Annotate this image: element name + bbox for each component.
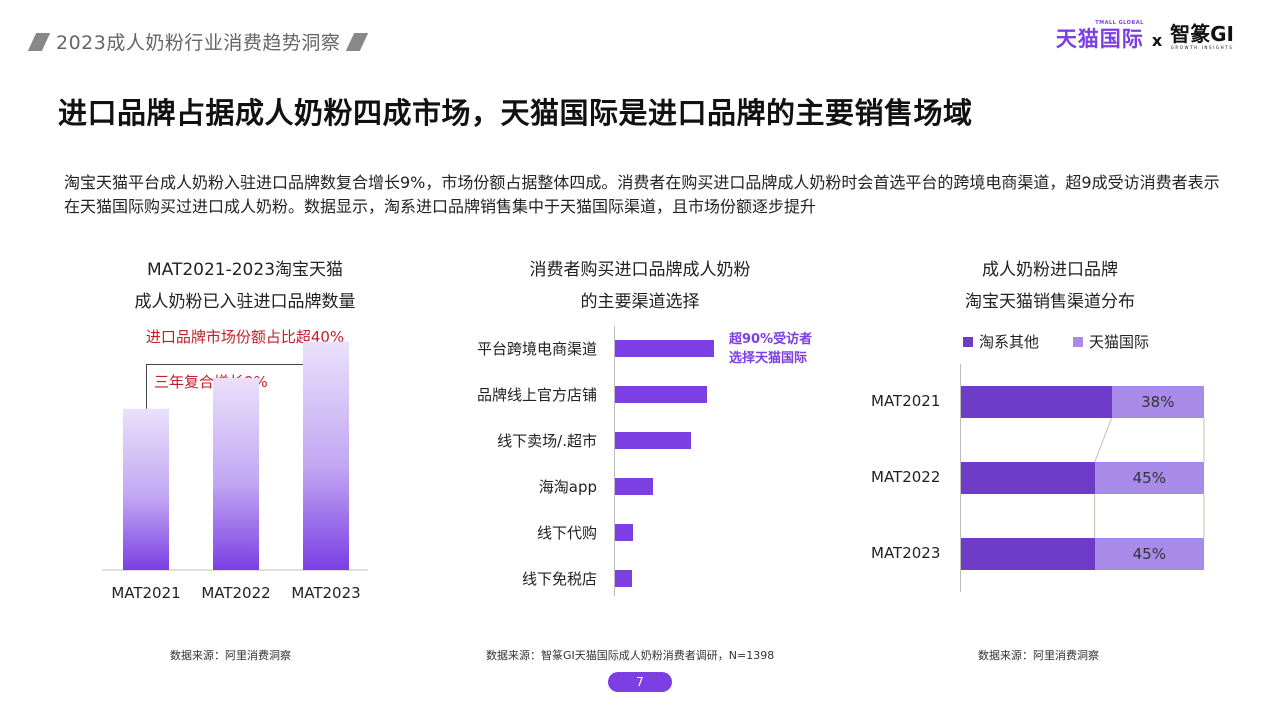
chart1-bar: [213, 378, 259, 570]
chart1-bar: [123, 408, 169, 570]
chart1-note: 进口品牌市场份额占比超40%: [145, 328, 345, 346]
chart2-bar: [615, 432, 692, 449]
chart2-category-label: 线下免税店: [521, 570, 597, 588]
chart3-title-line2: 淘宝天猫销售渠道分布: [965, 292, 1135, 312]
chart2-axis: [614, 326, 615, 596]
chart3-segment-label: 45%: [1132, 469, 1166, 487]
summary-text: 淘宝天猫平台成人奶粉入驻进口品牌数复合增长9%，市场份额占据整体四成。消费者在购…: [64, 173, 1220, 216]
chart2-category-label: 线下卖场/.超市: [497, 432, 597, 450]
section-header: 2023成人奶粉行业消费趋势洞察: [27, 28, 369, 55]
report-title: 2023成人奶粉行业消费趋势洞察: [56, 32, 341, 54]
chart1-title-line2: 成人奶粉已入驻进口品牌数量: [134, 292, 356, 312]
legend-item-tmall-global: 天猫国际: [1073, 331, 1149, 352]
chart2-category-label: 平台跨境电商渠道: [476, 340, 597, 358]
chart3-source: 数据来源：阿里消费洞察: [978, 649, 1099, 662]
chart2-bar: [615, 386, 708, 403]
chart2-bar: [615, 340, 714, 357]
growth-insights-logo: 智篆GI GROWTH INSIGHTS: [1170, 22, 1234, 50]
legend-swatch: [963, 336, 973, 347]
chart2-title-line1: 消费者购买进口品牌成人奶粉: [529, 260, 751, 280]
legend-item-taoxi-other: 淘系其他: [963, 331, 1039, 352]
brand-logos: 天猫国际 TMALL GLOBAL x 智篆GI GROWTH INSIGHTS: [1055, 20, 1234, 51]
chart1-x-label: MAT2023: [291, 584, 360, 602]
chart1-source: 数据来源：阿里消费洞察: [170, 649, 291, 662]
chart1-x-label: MAT2021: [111, 584, 180, 602]
chart3-legend: 淘系其他 天猫国际: [963, 331, 1149, 352]
chart2-bar: [615, 524, 633, 541]
chart3-segment-label: 38%: [1141, 393, 1175, 411]
chart2-category-label: 线下代购: [536, 524, 597, 542]
chart3-row-label: MAT2023: [871, 544, 941, 562]
chart2-bar: [615, 570, 632, 587]
chart1-bar: [303, 341, 349, 570]
chart2-bar: [615, 478, 653, 495]
chart3-segment: [1094, 462, 1204, 494]
tmall-global-logo: 天猫国际 TMALL GLOBAL: [1055, 20, 1144, 51]
chart3-segment: [961, 538, 1095, 570]
chart3-row-label: MAT2021: [871, 392, 941, 410]
legend-swatch: [1073, 336, 1084, 347]
chart2-source: 数据来源：智篆GI天猫国际成人奶粉消费者调研，N=1398: [486, 649, 775, 662]
chart2-callout: 超90%受访者 选择天猫国际: [729, 332, 813, 366]
chart1-x-label: MAT2022: [201, 584, 270, 602]
chart3-connector: [1094, 417, 1113, 463]
chart2-category-label: 品牌线上官方店铺: [476, 386, 597, 404]
chart3-segment: [961, 386, 1112, 418]
chart2-category-label: 海淘app: [538, 478, 597, 496]
chart3-axis: [960, 364, 961, 592]
chart1-title-line1: MAT2021-2023淘宝天猫: [146, 260, 344, 280]
logo-separator: x: [1151, 31, 1163, 50]
chart3-segment-label: 45%: [1132, 545, 1166, 563]
page-number: 7: [608, 672, 672, 692]
chart3-segment: [1111, 386, 1204, 418]
chart3-row-label: MAT2022: [871, 468, 941, 486]
chart2-title-line2: 的主要渠道选择: [580, 292, 700, 312]
chart3-segment: [1094, 538, 1204, 570]
page-headline: 进口品牌占据成人奶粉四成市场，天猫国际是进口品牌的主要销售场域: [58, 96, 973, 130]
chart3-segment: [961, 462, 1095, 494]
chart3-title-line1: 成人奶粉进口品牌: [982, 260, 1118, 280]
